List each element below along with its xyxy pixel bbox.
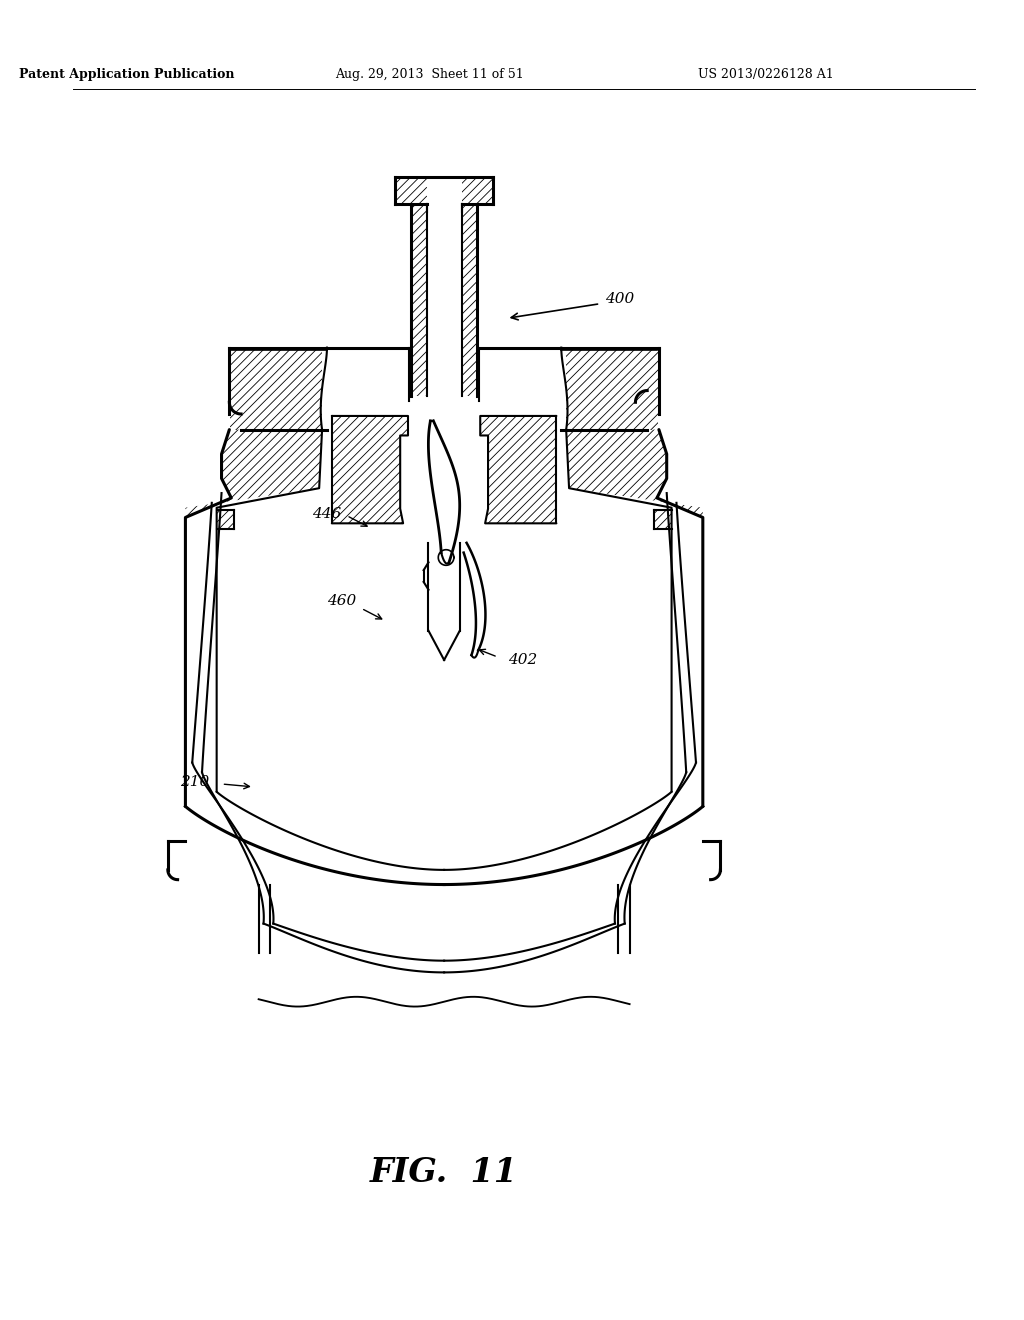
Text: US 2013/0226128 A1: US 2013/0226128 A1 [698, 67, 835, 81]
Text: Aug. 29, 2013  Sheet 11 of 51: Aug. 29, 2013 Sheet 11 of 51 [335, 67, 524, 81]
Text: Patent Application Publication: Patent Application Publication [19, 67, 234, 81]
Text: 460: 460 [327, 594, 356, 609]
Text: 210: 210 [180, 775, 210, 789]
Text: FIG.  11: FIG. 11 [370, 1156, 518, 1189]
Text: 400: 400 [605, 292, 635, 306]
Text: 446: 446 [312, 507, 342, 520]
Text: 402: 402 [508, 653, 537, 667]
